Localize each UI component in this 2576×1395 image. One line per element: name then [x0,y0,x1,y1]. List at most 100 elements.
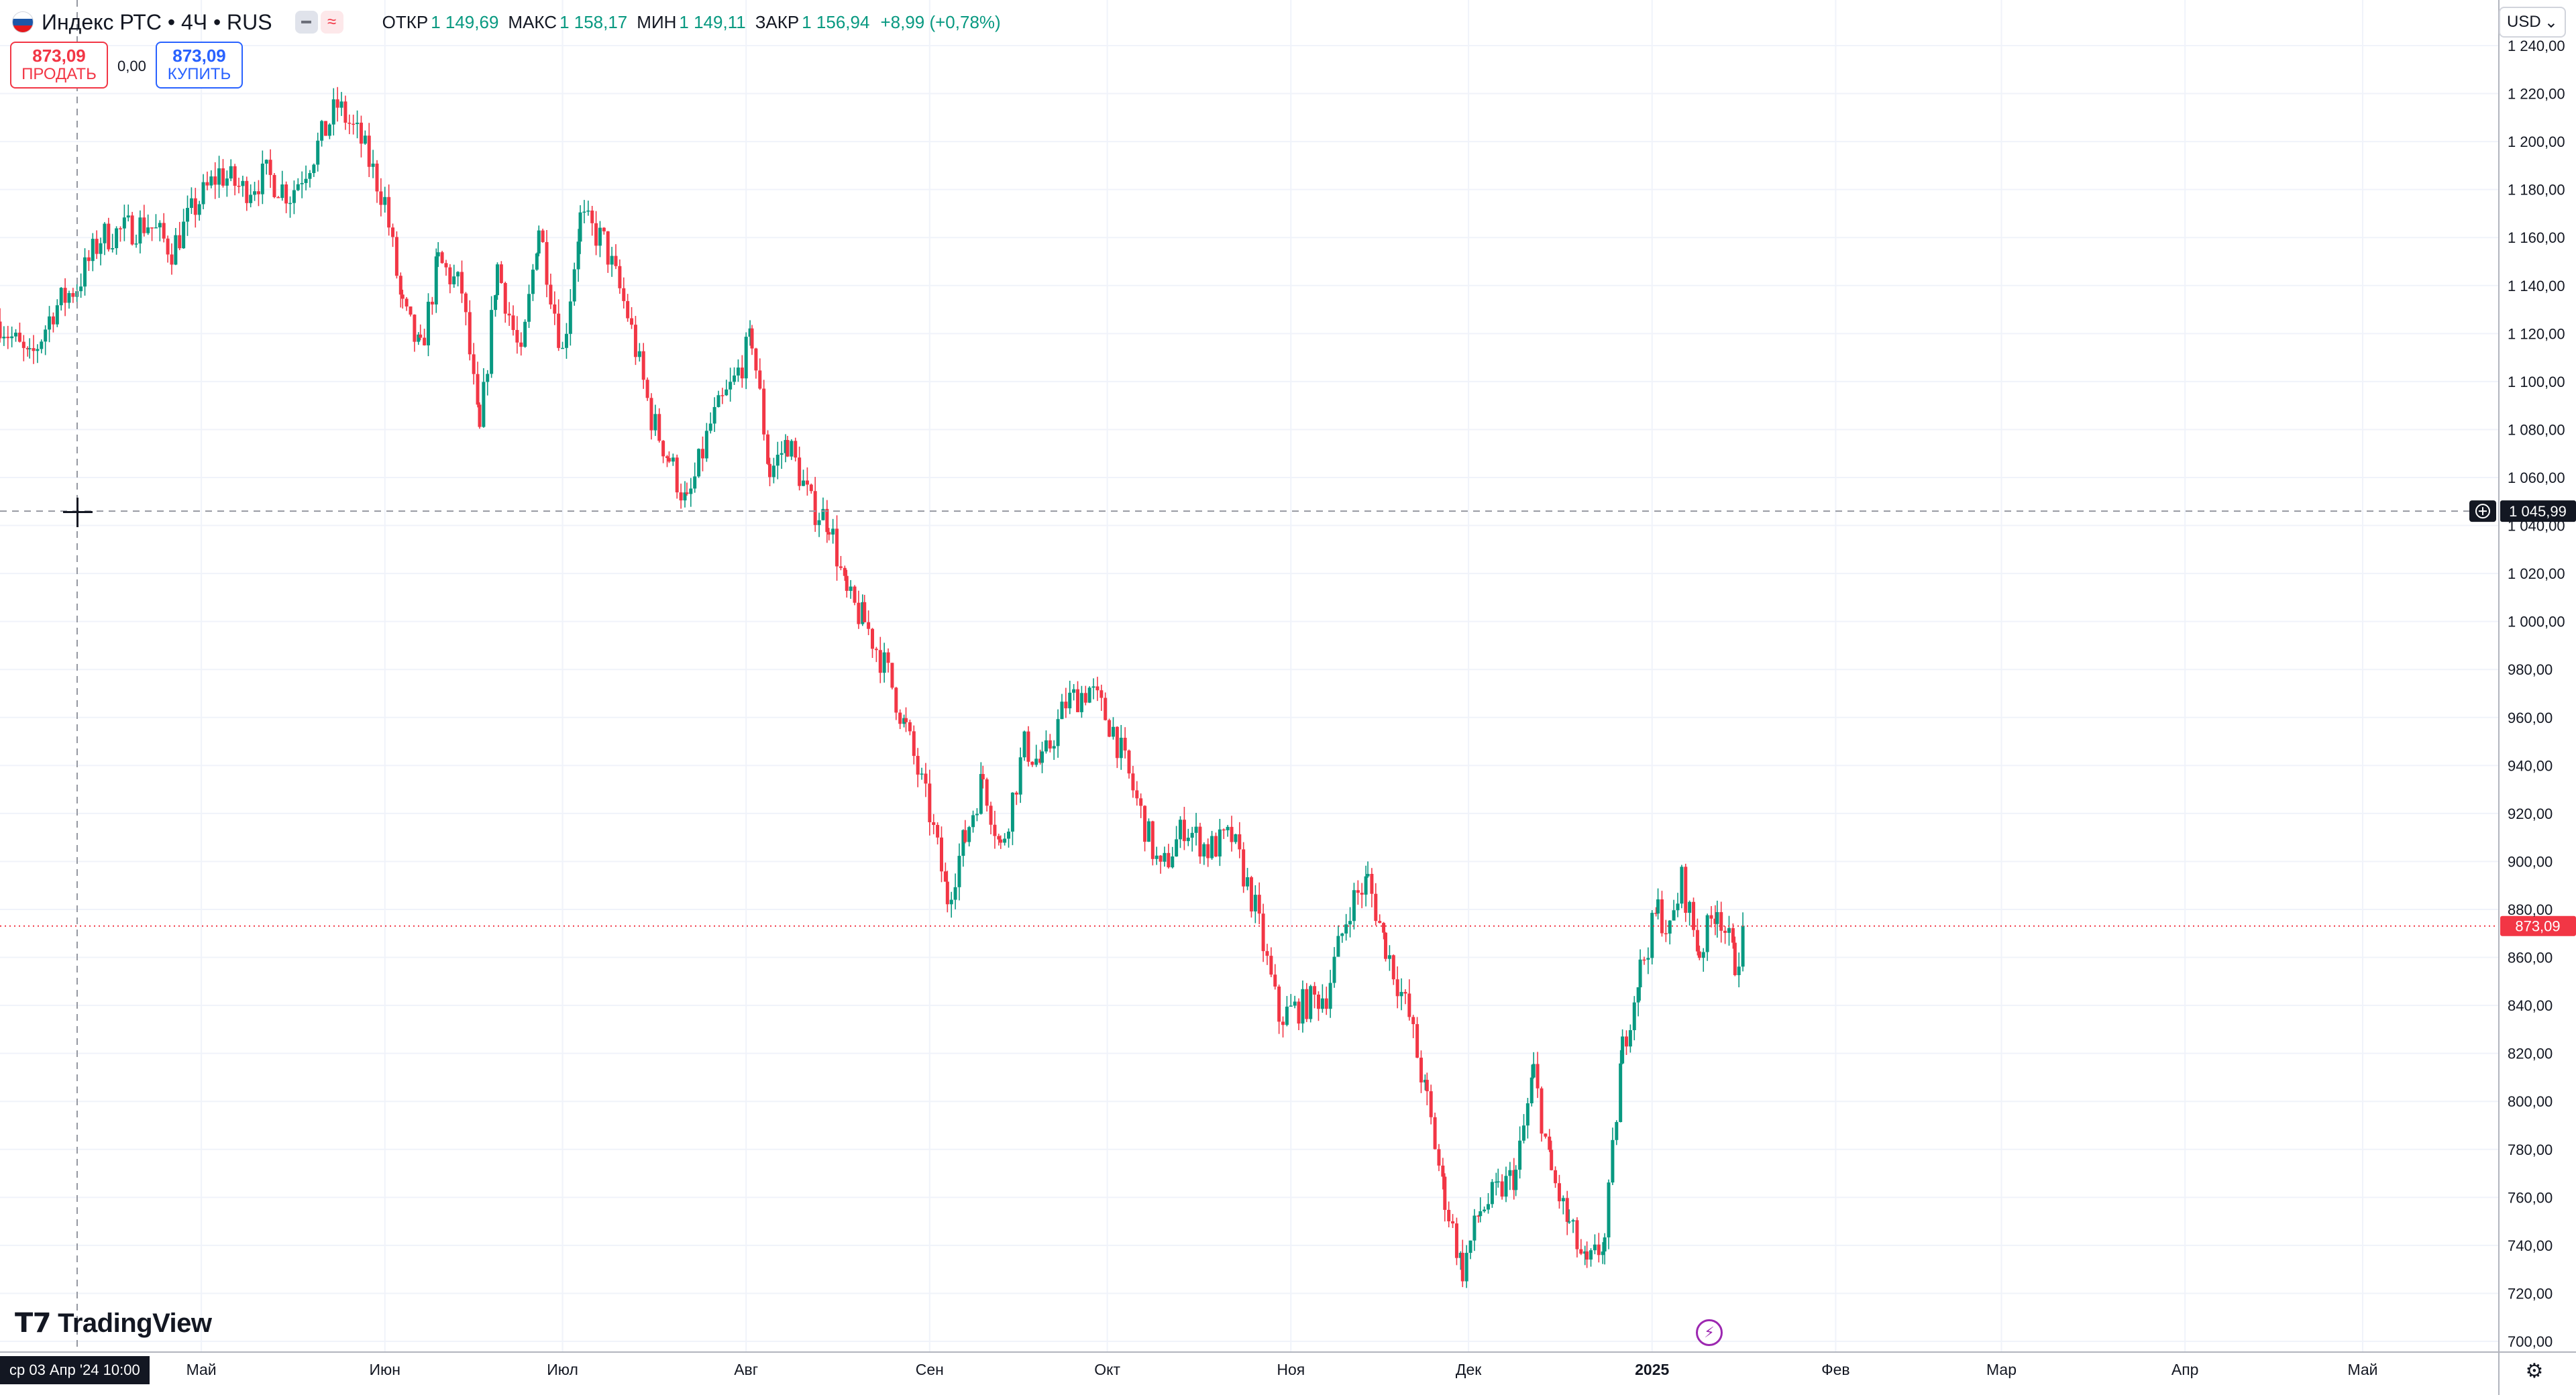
candle-up [189,198,193,208]
gear-icon[interactable]: ⚙ [2525,1359,2544,1382]
candle-up [1532,1064,1536,1078]
candle-up [1672,910,1676,921]
candle-down [268,160,272,175]
candle-down [1249,877,1253,911]
candle-down [1064,702,1068,709]
candle-down [398,276,402,295]
candle-down [1437,1149,1441,1166]
candle-up [1487,1204,1491,1210]
candle-up [582,211,586,213]
candle-up [482,382,486,427]
collapse-legend-icon[interactable]: ━ [294,11,318,34]
candle-down [1265,951,1269,956]
candle-up [249,194,253,203]
candle-down [622,288,626,301]
candle-down [387,197,391,228]
candle-down [908,722,912,732]
candle-up [134,243,138,245]
candle-down [71,292,75,297]
candle-down [1664,933,1668,934]
candle-up [10,336,14,339]
candle-down [162,223,166,239]
candle-up [1246,877,1250,887]
candle-down [335,99,339,108]
ohlc-values: ОТКР 1 149,69 МАКС 1 158,17 МИН 1 149,11… [382,12,1001,33]
candle-down [633,325,637,357]
candle-up [260,163,264,194]
candle-down [272,174,276,197]
candle-down [1182,820,1186,842]
candle-down [423,337,427,345]
tradingview-logo[interactable]: 𝗧𝟳 TradingView [15,1308,212,1339]
candle-down [1206,844,1210,858]
x-tick-label: Июн [370,1361,400,1378]
candle-up [426,301,430,345]
candle-down [700,449,704,459]
candle-down [916,756,920,775]
symbol-title[interactable]: Индекс РТС • 4Ч • RUS [42,9,272,34]
candle-down [825,508,829,533]
low-value: 1 149,11 [679,11,746,32]
candle-down [1624,1036,1628,1047]
candle-up [1072,689,1076,693]
candle-up [1344,924,1348,934]
candle-up [1636,987,1640,1003]
y-tick-label: 700,00 [2508,1333,2553,1350]
candle-down [1713,918,1717,924]
currency-select[interactable]: USD ⌄ [2499,7,2566,38]
events-bolt-icon[interactable]: ⚡ [1696,1319,1723,1346]
candle-down [1695,930,1699,952]
candle-up [1494,1181,1498,1183]
candle-down [997,836,1001,840]
sell-button[interactable]: 873,09 ПРОДАТЬ [10,42,108,89]
candle-down [1297,1001,1301,1024]
candle-up [744,337,748,379]
candle-up [83,257,87,287]
candle-up [817,520,821,525]
candle-down [284,184,288,204]
chart-overlays: 873,09 1 045,99 [0,0,2576,1352]
candle-down [1316,995,1320,1009]
candle-up [486,374,490,382]
x-tick-label: Дек [1456,1361,1482,1378]
candle-down [1150,821,1155,859]
compare-icon[interactable]: ≈ [320,11,343,34]
candle-down [1415,1024,1419,1058]
candle-down [766,434,770,464]
candle-up [1621,1036,1625,1064]
candle-down [1654,913,1658,914]
currency-value: USD [2507,13,2541,31]
candle-up [456,272,460,277]
candle-up [1052,746,1056,749]
buy-button[interactable]: 873,09 КУПИТЬ [156,42,243,89]
candle-up [784,440,788,453]
candle-up [1179,820,1183,840]
candle-up [637,351,641,357]
y-tick-label: 1 080,00 [2508,421,2565,438]
candle-down [843,567,847,576]
candle-up [967,827,971,842]
y-tick-label: 880,00 [2508,901,2553,918]
candle-down [1411,1017,1415,1025]
candle-up [115,228,119,248]
candle-down [130,215,134,245]
candle-down [1425,1080,1429,1092]
candle-up [1619,1063,1623,1123]
candle-up [1399,992,1403,997]
x-tick-label: Окт [1094,1361,1120,1378]
candle-up [1423,1080,1427,1082]
candle-up [316,140,320,165]
candle-up [1472,1215,1477,1241]
candle-down [166,238,170,255]
candle-up [339,101,343,108]
candle-down [1257,895,1261,914]
y-tick-label: 920,00 [2508,805,2553,822]
candle-up [1638,959,1642,988]
candle-down [359,122,363,144]
crosshair-price-label: 1 045,99 [2509,503,2567,520]
candle-down [464,293,468,313]
candle-up [712,406,716,424]
y-tick-label: 940,00 [2508,757,2553,774]
candle-up [1628,1029,1632,1047]
